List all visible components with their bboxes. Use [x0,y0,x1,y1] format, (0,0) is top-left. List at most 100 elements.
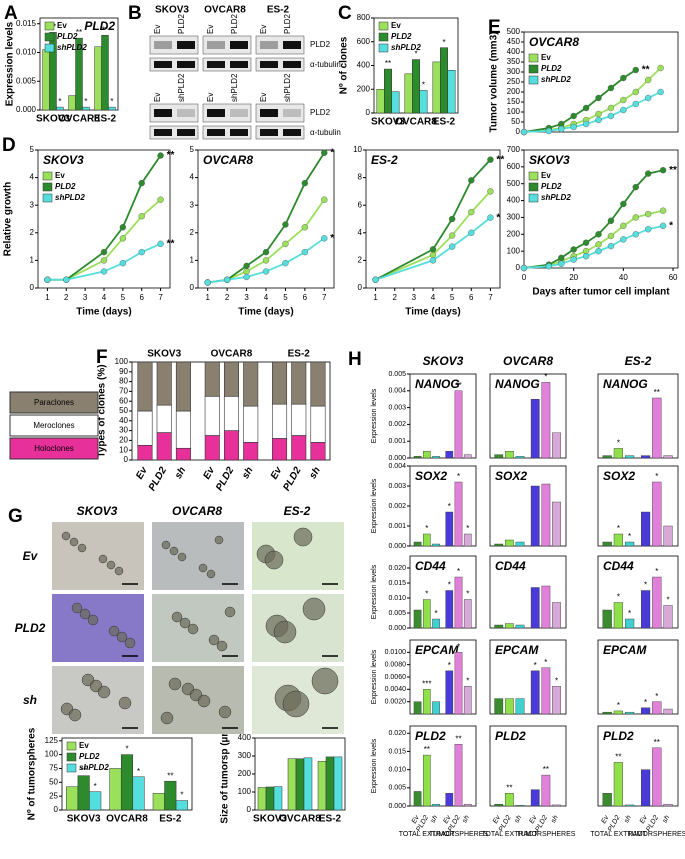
data-point [620,96,627,104]
bar [494,543,504,547]
data-point [607,217,615,225]
y-tick-label: 0.010 [16,48,37,57]
data-point [119,224,127,231]
significance: * [180,791,183,800]
x-tick-label: 6 [139,293,144,302]
bar [432,701,440,715]
data-point [262,268,270,275]
blot-band [207,109,225,117]
bar-segment [310,361,326,407]
x-tick-label: 4 [264,293,269,302]
plot-frame [409,725,477,807]
significance: * [457,567,460,576]
band-label: PLD2 [310,40,331,49]
bar-segment [223,361,239,397]
legend-label: shPLD2 [541,75,571,84]
significance: ** [167,150,175,161]
chart-title: OVCAR8 [203,153,253,167]
plot-frame [597,555,679,629]
data-point [545,127,553,135]
bar [445,793,454,807]
band-label: α-tubulin [310,60,341,69]
y-tick-label: 0.002 [388,421,406,428]
plot-frame [409,373,477,459]
bar [505,698,514,715]
bar [101,35,109,111]
significance: * [466,524,469,533]
y-tick-label: 0.001 [388,438,406,445]
y-tick-label: 0.003 [388,404,406,411]
sphere [214,535,224,545]
bar [257,787,267,811]
x-tick-label: Ev [411,814,421,825]
bar [49,32,57,111]
x-tick-label: OVCAR8 [58,114,100,125]
y-tick-label: 0.0040 [385,686,407,693]
x-tick-label: PLD2 [147,465,170,493]
legend-label: shPLD2 [57,43,87,52]
significance: * [555,676,558,685]
data-point [468,229,475,237]
significance: * [534,661,537,670]
bar [515,624,525,629]
y-tick-label: 30 [119,426,128,435]
bar [602,793,612,807]
x-tick-label: 2 [225,293,230,302]
blot-band [154,41,172,49]
plot-frame [597,639,679,715]
y-tick-label: 500 [507,27,521,36]
data-point [321,149,328,156]
y-tick-label: 400 [507,196,521,205]
series-line [47,199,162,281]
data-point [644,210,652,218]
chart-title: PLD2 [603,729,634,743]
group-label: TUMORSPHERES [627,831,685,838]
y-tick-label: 150 [507,97,521,106]
y-tick-label: 0.000 [388,543,406,550]
chart-title: EPCAM [603,643,647,657]
y-tick-label: 400 [357,61,371,70]
bar [494,698,504,715]
sphere [79,608,91,620]
significance: * [448,502,451,511]
significance: * [544,658,547,667]
bar [454,481,463,547]
x-tick-label: 6 [469,293,474,302]
data-point [632,66,639,74]
column-header: OVCAR8 [503,354,553,368]
data-point [262,257,270,264]
y-tick-label: 0.020 [388,730,406,737]
data-point [582,120,590,128]
significance: * [414,50,417,59]
bar [273,786,283,811]
y-tick-label: 0 [358,283,363,292]
legend-swatch [66,741,77,751]
significance: ** [81,766,87,775]
bar [108,106,116,111]
significance: * [644,581,647,590]
x-tick-label: 3 [83,293,88,302]
legend-swatch [42,193,53,203]
significance: *** [422,679,431,688]
bar [423,451,431,459]
blot-band [260,61,278,68]
significance: * [58,97,61,106]
bar [447,70,456,114]
y-tick-label: 0.0100 [385,649,407,656]
y-tick-label: 0.015 [16,19,37,28]
bar-segment [272,403,288,439]
bar [463,454,472,459]
data-point [520,128,528,136]
y-axis-label: Size of tumorsp (µm) [220,724,231,823]
panel-letter: D [2,135,16,156]
blot-band [207,129,225,136]
bar [432,543,440,547]
group-label: TOTAL EXTRACT [590,831,647,838]
y-tick-label: 500 [507,179,521,188]
legend-label: PLD2 [541,64,562,73]
bar-segment [310,442,326,461]
y-tick-label: 0.015 [388,580,406,587]
sphere [224,606,236,618]
x-tick-label: ES-2 [159,814,182,825]
bar [613,448,624,459]
